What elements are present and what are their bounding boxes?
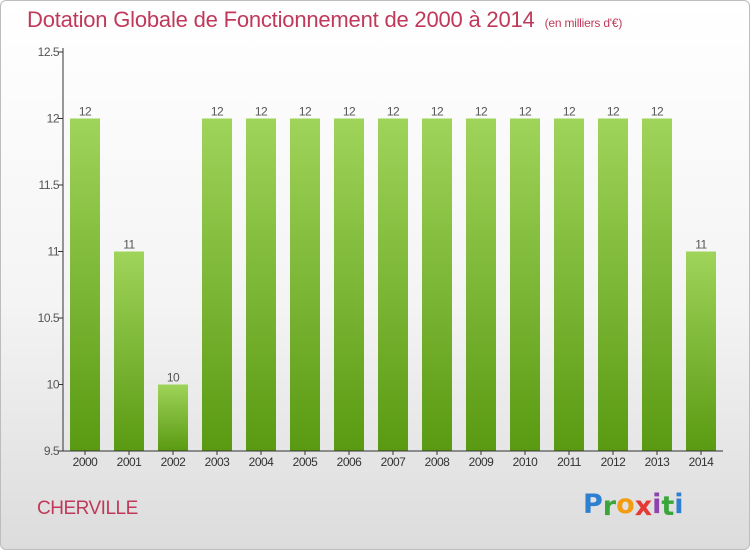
bar-value-label: 12	[651, 105, 664, 119]
x-tick-label: 2006	[337, 455, 363, 469]
bar-value-label: 10	[167, 371, 180, 385]
x-tick-label: 2001	[117, 455, 143, 469]
x-tick-label: 2008	[425, 455, 451, 469]
bar-value-label: 12	[563, 105, 576, 119]
bar-2013	[642, 118, 672, 451]
logo-letter: i	[652, 489, 662, 520]
bar-value-label: 12	[343, 105, 356, 119]
x-axis-ticks: 2000 2001 2002 2003 2004 2005 2006 2007 2008 2009…	[73, 451, 715, 469]
bar-value-label: 12	[211, 105, 224, 119]
bars: 12 11 10 12 12 12 12 12 12 12 12 12 12 12 11	[70, 105, 716, 451]
y-tick-label: 12	[47, 112, 60, 126]
bar-value-label: 11	[695, 238, 707, 252]
x-tick-label: 2011	[557, 455, 582, 469]
logo-letter: t	[661, 491, 675, 522]
bar-2000	[70, 118, 100, 451]
x-tick-label: 2000	[73, 455, 99, 469]
bar-value-label: 12	[607, 105, 620, 119]
bar-2011	[554, 118, 584, 451]
y-tick-label: 10.5	[38, 311, 60, 325]
x-tick-label: 2012	[601, 455, 627, 469]
bar-value-label: 12	[255, 105, 268, 119]
bar-2004	[246, 118, 276, 451]
bar-value-label: 12	[387, 105, 400, 119]
logo-letter: P	[583, 489, 603, 520]
x-tick-label: 2005	[293, 455, 319, 469]
logo-letter: i	[674, 489, 684, 520]
y-axis-ticks: 9.5 10 10.5 11 11.5 12 12.5	[38, 45, 63, 458]
bar-2002	[158, 384, 188, 451]
logo-letter: r	[602, 491, 617, 522]
bar-value-label: 11	[123, 238, 135, 252]
bar-2010	[510, 118, 540, 451]
x-tick-label: 2007	[381, 455, 407, 469]
x-tick-label: 2003	[205, 455, 231, 469]
proxiti-logo: Proxiti	[583, 489, 684, 522]
bar-value-label: 12	[431, 105, 444, 119]
x-tick-label: 2004	[249, 455, 275, 469]
y-tick-label: 9.5	[44, 444, 60, 458]
x-tick-label: 2009	[469, 455, 495, 469]
bar-2005	[290, 118, 320, 451]
x-tick-label: 2002	[161, 455, 187, 469]
y-tick-label: 12.5	[38, 45, 60, 59]
logo-letter: x	[634, 491, 653, 522]
bar-2006	[334, 118, 364, 451]
logo-letter: o	[616, 489, 635, 520]
bar-2001	[114, 251, 144, 451]
bar-value-label: 12	[79, 105, 92, 119]
bar-2008	[422, 118, 452, 451]
y-tick-label: 11	[48, 245, 60, 259]
bar-2003	[202, 118, 232, 451]
x-tick-label: 2010	[513, 455, 539, 469]
x-tick-label: 2014	[689, 455, 715, 469]
chart-title-text: Dotation Globale de Fonctionnement de 20…	[27, 7, 535, 32]
x-tick-label: 2013	[645, 455, 671, 469]
bar-value-label: 12	[299, 105, 312, 119]
chart-title: Dotation Globale de Fonctionnement de 20…	[27, 7, 622, 33]
y-tick-label: 11.5	[39, 178, 60, 192]
bar-2012	[598, 118, 628, 451]
bar-value-label: 12	[519, 105, 532, 119]
bar-2014	[686, 251, 716, 451]
axes	[62, 48, 723, 452]
y-tick-label: 10	[47, 378, 60, 392]
bar-2009	[466, 118, 496, 451]
chart-unit: (en milliers d'€)	[544, 16, 623, 30]
commune-name: CHERVILLE	[37, 498, 138, 519]
bar-value-label: 12	[475, 105, 488, 119]
bar-2007	[378, 118, 408, 451]
